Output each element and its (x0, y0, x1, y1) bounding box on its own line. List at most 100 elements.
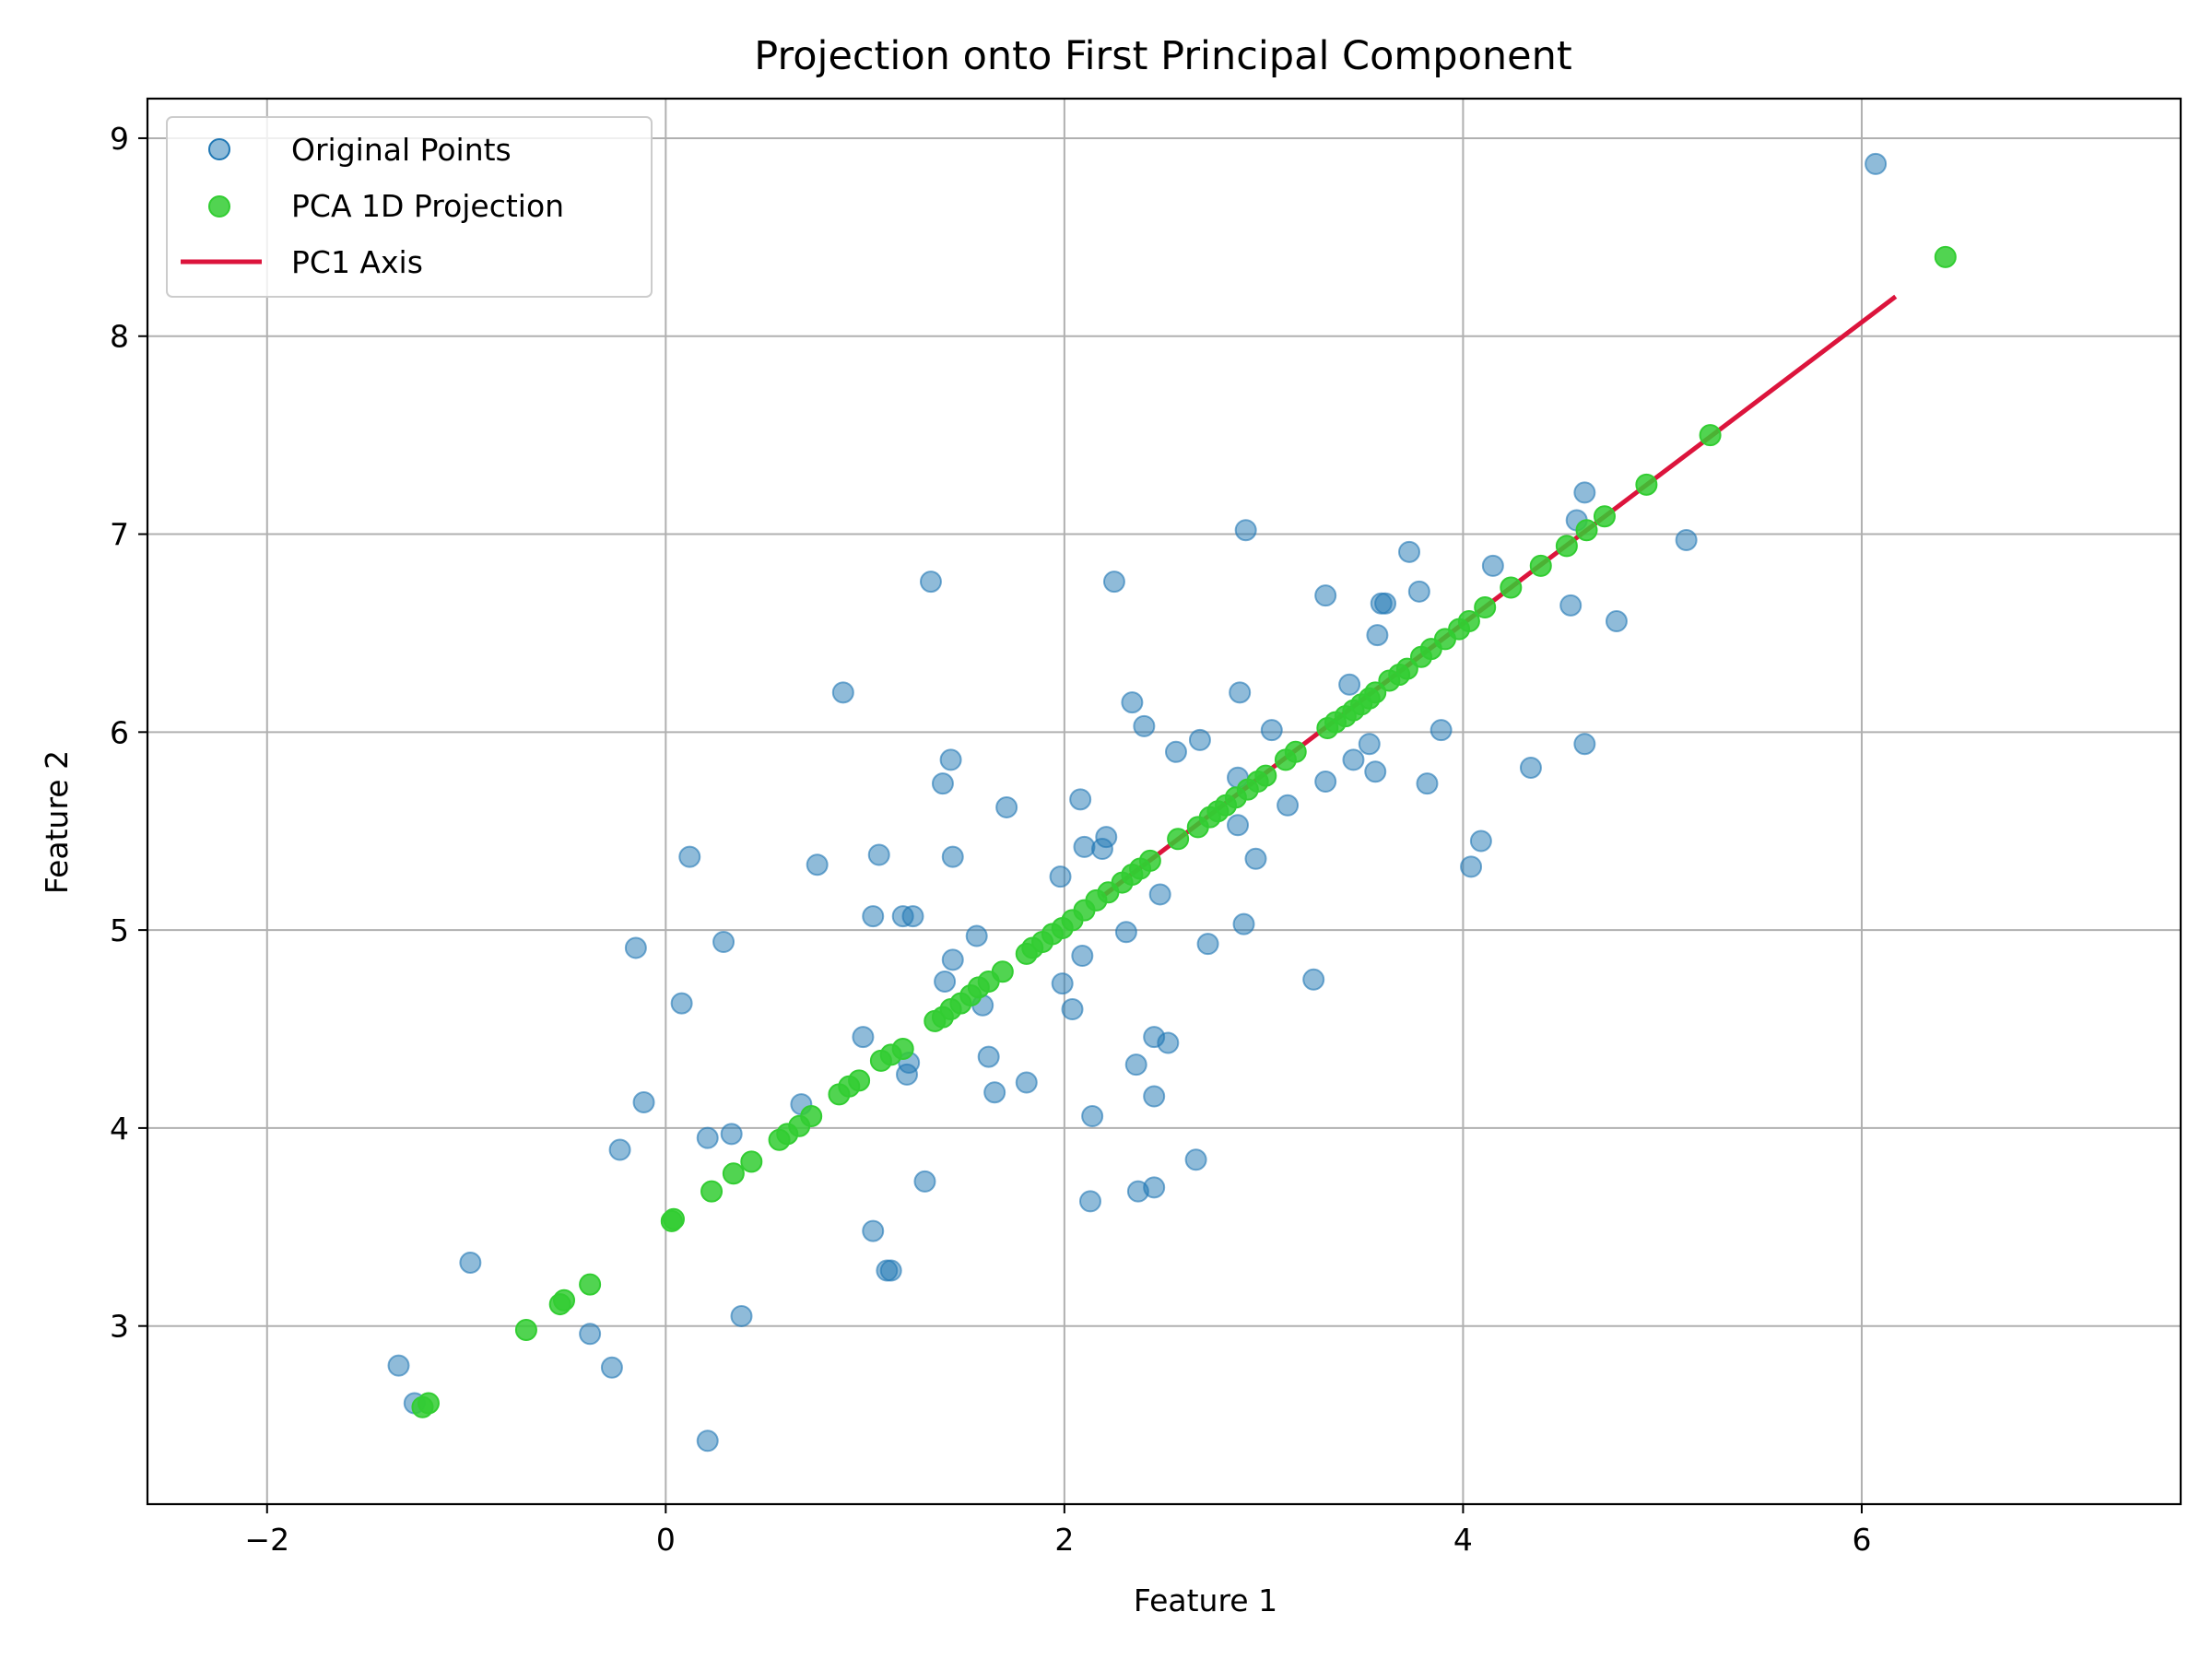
original-point (941, 948, 964, 971)
projection-point (869, 1049, 892, 1072)
original-point (1069, 788, 1092, 811)
original-point (1865, 152, 1888, 175)
original-point (1234, 519, 1257, 542)
y-axis-label: Feature 2 (39, 750, 75, 894)
projection-point (1575, 519, 1598, 542)
y-tick-label: 4 (110, 1111, 129, 1147)
projection-point (1316, 717, 1339, 740)
original-point (632, 1090, 655, 1113)
projection-point (1274, 748, 1297, 771)
original-point (1143, 1176, 1166, 1199)
projection-point (1934, 245, 1957, 268)
y-tick-label: 5 (110, 912, 129, 948)
original-point (983, 1081, 1006, 1104)
original-point (1675, 528, 1698, 551)
original-point (1102, 571, 1125, 594)
x-tick-label: 2 (1054, 1522, 1074, 1558)
y-tick-label: 9 (110, 121, 129, 157)
projection-point (514, 1318, 537, 1341)
original-point (1188, 728, 1211, 751)
original-point (1244, 847, 1267, 870)
x-axis-ticks: −2 0 2 4 6 (244, 1504, 1871, 1558)
original-point (1121, 691, 1144, 714)
projection-point (660, 1209, 683, 1232)
projection-point (1474, 596, 1497, 619)
original-point (1184, 1148, 1207, 1171)
projection-point (1378, 669, 1401, 692)
projection-point (828, 1083, 851, 1106)
original-point (919, 571, 942, 594)
original-point (896, 1063, 919, 1086)
original-point (624, 936, 647, 959)
projection-point (700, 1180, 724, 1203)
original-point (1559, 594, 1583, 617)
original-point (1015, 1071, 1038, 1094)
original-point (1398, 540, 1421, 563)
original-point (901, 905, 924, 928)
projection-point (548, 1293, 571, 1316)
projection-point (1167, 828, 1190, 851)
projection-point (1409, 645, 1432, 668)
original-point (941, 845, 964, 868)
projection-point (924, 1009, 947, 1032)
original-point (387, 1354, 410, 1377)
legend-label-pca-projection: PCA 1D Projection (291, 188, 564, 224)
original-point (459, 1251, 482, 1274)
original-point (1133, 714, 1156, 737)
original-point (867, 843, 890, 866)
original-point (1519, 756, 1542, 779)
original-point (1124, 1053, 1147, 1077)
projection-point (1699, 424, 1722, 447)
original-point (965, 924, 988, 947)
original-point (720, 1123, 743, 1146)
original-point (1366, 624, 1389, 647)
y-tick-label: 3 (110, 1309, 129, 1345)
original-point (1114, 921, 1137, 944)
original-point (1049, 865, 1072, 888)
projection-point (1015, 942, 1038, 965)
original-point (1469, 830, 1492, 853)
original-point (1143, 1085, 1166, 1108)
original-point (1081, 1105, 1104, 1128)
legend-marker-pca-projection (208, 195, 230, 218)
original-point (696, 1126, 719, 1149)
original-point (678, 845, 701, 868)
original-point (995, 795, 1018, 818)
original-point (1416, 772, 1439, 795)
original-point (831, 681, 854, 704)
plot-area (387, 152, 1957, 1453)
projection-point (1529, 554, 1552, 577)
original-point (1342, 748, 1365, 771)
projection-point (1555, 535, 1578, 558)
original-point (1157, 1031, 1180, 1054)
projection-points-series (411, 245, 1957, 1418)
y-tick-label: 7 (110, 517, 129, 553)
original-point (1148, 883, 1171, 906)
original-point (1605, 610, 1628, 633)
y-tick-label: 6 (110, 714, 129, 750)
original-point (1481, 554, 1504, 577)
original-point (1407, 580, 1430, 603)
original-point (730, 1304, 753, 1327)
chart-title: Projection onto First Principal Componen… (754, 33, 1571, 79)
legend: Original Points PCA 1D Projection PC1 Ax… (166, 116, 653, 298)
original-point (579, 1323, 602, 1346)
original-point (1573, 733, 1596, 756)
original-point (1051, 972, 1074, 995)
original-point (862, 905, 885, 928)
original-point (600, 1356, 623, 1379)
original-point (1430, 719, 1453, 742)
legend-marker-original-points (208, 138, 230, 160)
original-point (1260, 719, 1283, 742)
projection-point (1186, 816, 1209, 839)
original-point (712, 931, 735, 953)
original-point (1277, 794, 1300, 817)
original-point (1227, 814, 1250, 837)
original-point (608, 1138, 631, 1161)
legend-label-pc1-axis: PC1 Axis (291, 244, 423, 280)
original-point (1314, 771, 1337, 794)
y-axis-ticks: 3 4 5 6 7 8 9 (110, 121, 147, 1345)
original-point (879, 1259, 902, 1282)
original-point (1314, 584, 1337, 607)
